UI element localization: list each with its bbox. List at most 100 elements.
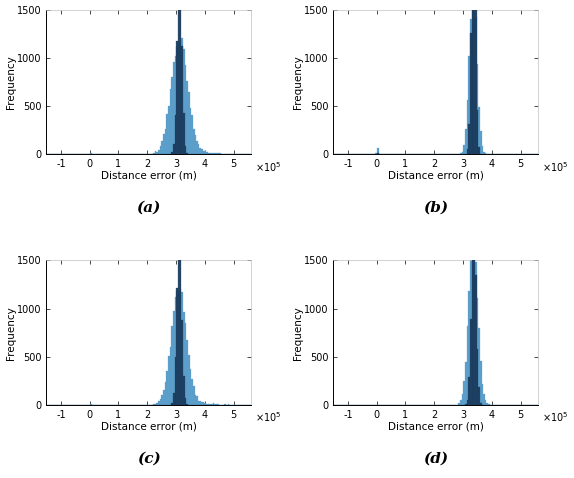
Bar — [473, 238, 475, 405]
Bar — [163, 134, 165, 154]
Bar — [196, 396, 198, 405]
Bar — [181, 320, 183, 405]
Bar — [467, 326, 468, 405]
Bar — [478, 107, 480, 154]
Y-axis label: Frequency: Frequency — [293, 55, 302, 109]
Bar — [168, 106, 170, 154]
Bar — [181, 38, 183, 154]
Bar — [467, 400, 468, 405]
Bar — [178, 235, 180, 405]
Bar — [475, 262, 476, 405]
Text: (d): (d) — [423, 451, 448, 465]
Bar — [215, 404, 216, 405]
Bar — [198, 401, 200, 405]
Bar — [174, 56, 176, 154]
Bar — [90, 404, 92, 405]
Bar — [176, 292, 178, 405]
Bar — [180, 249, 181, 405]
Bar — [186, 81, 188, 154]
Bar — [161, 141, 163, 154]
Bar — [468, 124, 470, 154]
Bar — [478, 388, 480, 405]
Bar — [161, 395, 163, 405]
Bar — [472, 0, 473, 154]
Bar — [196, 141, 198, 154]
Bar — [176, 41, 178, 154]
X-axis label: Distance error (m): Distance error (m) — [388, 421, 484, 431]
Bar — [470, 33, 472, 154]
Bar — [155, 404, 156, 405]
Bar — [461, 152, 463, 154]
Y-axis label: Frequency: Frequency — [293, 306, 302, 359]
Bar — [213, 153, 215, 154]
Bar — [478, 328, 480, 405]
Bar — [186, 340, 188, 405]
Bar — [166, 371, 168, 405]
Bar — [198, 144, 200, 154]
Bar — [483, 152, 485, 154]
Bar — [171, 152, 173, 154]
Bar — [476, 349, 478, 405]
Bar — [173, 144, 174, 154]
Bar — [475, 0, 476, 154]
Bar — [156, 403, 158, 405]
Bar — [186, 404, 188, 405]
Bar — [183, 376, 185, 405]
Bar — [472, 0, 473, 154]
Bar — [186, 153, 188, 154]
Bar — [482, 146, 483, 154]
Bar — [473, 219, 475, 405]
Bar — [188, 92, 189, 154]
Bar — [206, 404, 208, 405]
Bar — [470, 20, 472, 154]
Bar — [460, 153, 461, 154]
Bar — [173, 311, 174, 405]
Bar — [487, 403, 488, 405]
Bar — [472, 242, 473, 405]
Bar — [377, 153, 379, 154]
Bar — [458, 403, 460, 405]
Text: $\times10^5$: $\times10^5$ — [255, 160, 281, 174]
Bar — [468, 56, 470, 154]
Bar — [208, 153, 210, 154]
Bar — [158, 150, 160, 154]
Bar — [180, 0, 181, 154]
Bar — [480, 131, 482, 154]
Bar — [460, 400, 461, 405]
Bar — [463, 145, 465, 154]
Bar — [216, 404, 218, 405]
Bar — [201, 402, 203, 405]
Bar — [482, 383, 483, 405]
Bar — [181, 292, 183, 405]
Bar — [181, 46, 183, 154]
X-axis label: Distance error (m): Distance error (m) — [101, 170, 197, 180]
Bar — [180, 45, 181, 154]
Bar — [165, 382, 166, 405]
Bar — [223, 153, 224, 154]
Bar — [183, 312, 185, 405]
Bar — [180, 289, 181, 405]
Bar — [191, 115, 193, 154]
Bar — [473, 0, 475, 154]
Bar — [171, 403, 173, 405]
Bar — [475, 17, 476, 154]
Bar — [463, 380, 465, 405]
Bar — [168, 356, 170, 405]
Text: $\times10^5$: $\times10^5$ — [542, 160, 568, 174]
Bar — [483, 394, 485, 405]
Bar — [90, 153, 92, 154]
Text: (b): (b) — [423, 200, 448, 214]
X-axis label: Distance error (m): Distance error (m) — [101, 421, 197, 431]
Bar — [201, 149, 203, 154]
Bar — [160, 146, 161, 154]
X-axis label: Distance error (m): Distance error (m) — [388, 170, 484, 180]
Bar — [488, 404, 490, 405]
Bar — [176, 288, 178, 405]
Bar — [185, 146, 186, 154]
Bar — [476, 64, 478, 154]
Bar — [174, 115, 176, 154]
Bar — [218, 404, 219, 405]
Bar — [174, 297, 176, 405]
Bar — [480, 153, 482, 154]
Bar — [155, 151, 156, 154]
